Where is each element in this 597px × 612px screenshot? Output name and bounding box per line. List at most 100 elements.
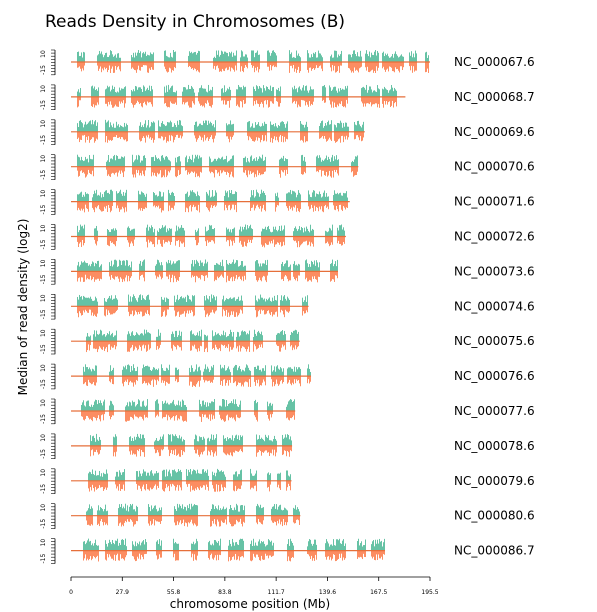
positive-bar xyxy=(177,260,178,272)
negative-bar xyxy=(385,96,386,105)
positive-bar xyxy=(110,335,111,342)
negative-bar xyxy=(309,271,310,280)
negative-bar xyxy=(114,131,115,137)
positive-bar xyxy=(167,121,168,132)
negative-bar xyxy=(272,411,273,415)
positive-bar xyxy=(99,267,100,272)
negative-bar xyxy=(306,131,307,142)
chromosome-label: NC_000076.6 xyxy=(454,369,535,383)
positive-bar xyxy=(220,262,221,272)
negative-bar xyxy=(138,96,139,103)
negative-bar xyxy=(169,131,170,136)
negative-bar xyxy=(280,376,281,382)
negative-bar xyxy=(86,131,87,137)
positive-bar xyxy=(147,399,148,411)
positive-bar xyxy=(145,158,146,167)
positive-bar xyxy=(214,56,215,62)
negative-bar xyxy=(329,166,330,171)
negative-bar xyxy=(229,236,230,247)
positive-bar xyxy=(225,476,226,481)
positive-bar xyxy=(234,507,235,516)
negative-bar xyxy=(291,411,292,419)
negative-bar xyxy=(95,306,96,317)
negative-bar xyxy=(229,341,230,352)
positive-bar xyxy=(148,55,149,62)
positive-bar xyxy=(311,260,312,272)
positive-bar xyxy=(253,475,254,481)
positive-bar xyxy=(257,503,258,516)
negative-bar xyxy=(152,62,153,70)
negative-bar xyxy=(333,201,334,206)
negative-bar xyxy=(234,411,235,420)
positive-bar xyxy=(140,162,141,167)
positive-bar xyxy=(209,123,210,132)
negative-bar xyxy=(210,131,211,138)
negative-bar xyxy=(149,96,150,103)
negative-bar xyxy=(147,96,148,102)
positive-bar xyxy=(193,505,194,516)
negative-bar xyxy=(287,445,288,451)
positive-bar xyxy=(294,508,295,516)
positive-bar xyxy=(243,229,244,237)
negative-bar xyxy=(160,271,161,277)
negative-bar xyxy=(260,341,261,348)
positive-bar xyxy=(133,402,134,411)
negative-bar xyxy=(281,166,282,171)
negative-bar xyxy=(88,515,89,525)
positive-bar xyxy=(94,190,95,202)
positive-bar xyxy=(146,56,147,62)
positive-bar xyxy=(361,56,362,62)
positive-bar xyxy=(161,364,162,377)
negative-bar xyxy=(174,306,175,311)
positive-bar xyxy=(263,191,264,202)
negative-bar xyxy=(377,62,378,71)
negative-bar xyxy=(229,96,230,108)
negative-bar xyxy=(93,306,94,317)
negative-bar xyxy=(281,515,282,522)
negative-bar xyxy=(277,131,278,141)
positive-bar xyxy=(161,122,162,132)
positive-bar xyxy=(87,193,88,202)
negative-bar xyxy=(85,376,86,383)
negative-bar xyxy=(160,166,161,171)
negative-bar xyxy=(162,271,163,278)
negative-bar xyxy=(176,515,177,526)
positive-bar xyxy=(112,54,113,62)
positive-bar xyxy=(181,406,182,411)
negative-bar xyxy=(254,201,255,211)
positive-bar xyxy=(254,88,255,97)
negative-bar xyxy=(358,131,359,138)
negative-bar xyxy=(283,445,284,455)
positive-bar xyxy=(129,333,130,342)
positive-bar xyxy=(203,436,204,446)
positive-bar xyxy=(113,56,114,62)
positive-bar xyxy=(192,471,193,481)
positive-bar xyxy=(182,298,183,307)
positive-bar xyxy=(79,193,80,202)
positive-bar xyxy=(239,511,240,516)
negative-bar xyxy=(128,236,129,243)
positive-bar xyxy=(86,401,87,411)
negative-bar xyxy=(171,236,172,243)
negative-bar xyxy=(111,201,112,211)
negative-bar xyxy=(137,62,138,70)
positive-bar xyxy=(115,476,116,481)
negative-bar xyxy=(89,306,90,310)
negative-bar xyxy=(319,166,320,170)
positive-bar xyxy=(232,124,233,132)
negative-bar xyxy=(209,445,210,452)
positive-bar xyxy=(131,90,132,97)
negative-bar xyxy=(100,271,101,279)
positive-bar xyxy=(120,57,121,62)
negative-bar xyxy=(236,411,237,415)
negative-bar xyxy=(195,62,196,70)
negative-bar xyxy=(165,236,166,242)
negative-bar xyxy=(123,515,124,527)
negative-bar xyxy=(196,341,197,350)
negative-bar xyxy=(175,376,176,382)
negative-bar xyxy=(192,515,193,524)
negative-bar xyxy=(322,131,323,136)
positive-bar xyxy=(338,88,339,97)
positive-bar xyxy=(228,439,229,446)
row-y-axis: 10-15 xyxy=(40,259,56,285)
